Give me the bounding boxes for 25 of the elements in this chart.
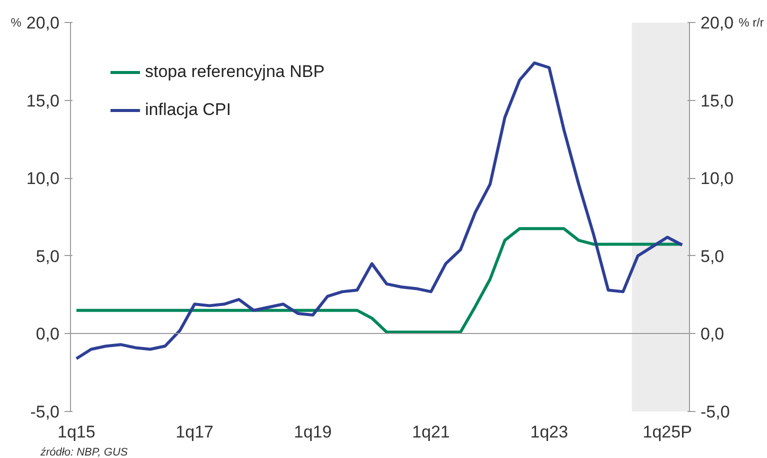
y2-tick-label: 15,0: [700, 91, 734, 110]
legend-label: stopa referencyjna NBP: [145, 62, 325, 82]
text: źródło: NBP, GUS: [40, 446, 128, 458]
y2-axis-title: % r/r: [738, 16, 764, 30]
y-tick-label: 20,0: [26, 14, 60, 32]
y-tick-label: 5,0: [36, 246, 60, 266]
y-axis-title: %: [10, 16, 22, 30]
x-tick-label: 1q23: [530, 422, 568, 442]
legend-label: inflacja CPI: [145, 100, 231, 120]
y2-tick-label: 20,0: [700, 14, 734, 32]
line-series: [74, 61, 684, 360]
y-tick-label: 15,0: [26, 91, 60, 110]
y-tick-label: 10,0: [26, 169, 60, 188]
y2-tick-label: 0,0: [700, 324, 724, 344]
x-tick-label: 1q25P: [642, 422, 692, 442]
x-tick-label: 1q15: [58, 422, 96, 442]
y2-tick-label: -5,0: [700, 402, 730, 422]
x-tick-label: 1q19: [294, 422, 332, 442]
y-tick-label: -5,0: [30, 402, 60, 422]
y2-tick-label: 10,0: [700, 169, 734, 188]
x-tick-label: 1q21: [412, 422, 450, 442]
x-tick-label: 1q17: [176, 422, 214, 442]
line-series: [74, 227, 684, 334]
y2-tick-label: 5,0: [700, 246, 724, 266]
y-tick-label: 0,0: [36, 324, 60, 344]
